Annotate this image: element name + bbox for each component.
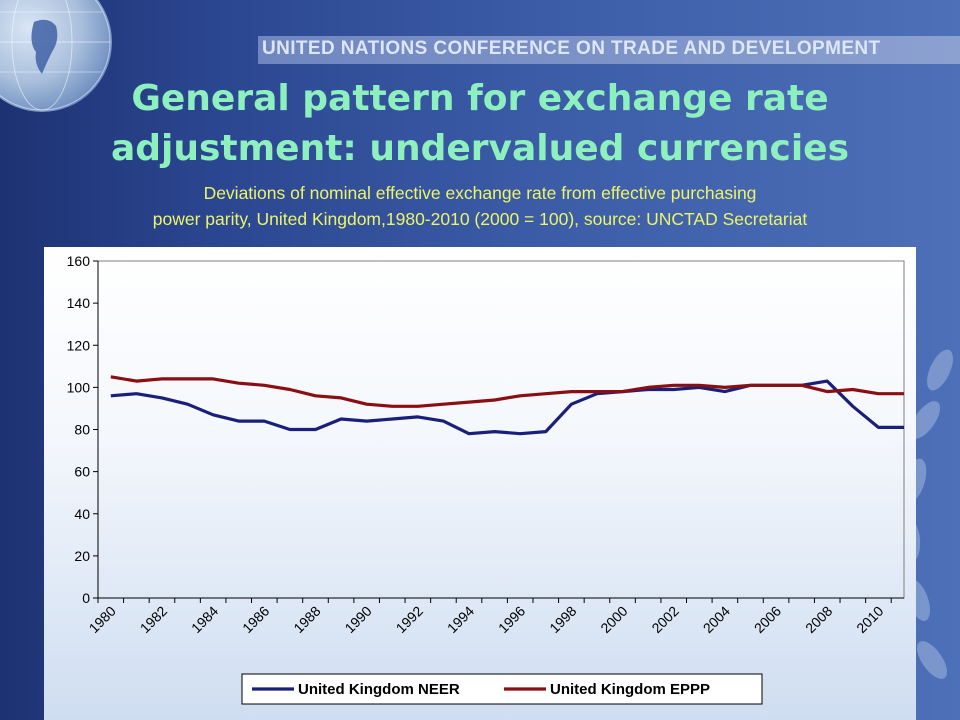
series-line-neer [110,379,904,436]
chart-legend: United Kingdom NEER United Kingdom EPPP [241,673,763,705]
x-tick-label: 2004 [700,603,733,636]
y-tick-label: 20 [74,548,90,564]
chart-axes: 0 20 40 60 80 100 120 140 160 1980 1982 1984 1986 198… [67,253,905,636]
org-banner-text: UNITED NATIONS CONFERENCE ON TRADE AND D… [262,38,881,59]
y-tick-label: 140 [67,295,91,311]
subtitle-line-1: Deviations of nominal effective exchange… [203,183,757,203]
slide-subtitle: Deviations of nominal effective exchange… [0,180,960,232]
x-tick-label: 2010 [853,603,886,636]
x-tick-label: 1990 [341,603,374,636]
y-tick-label: 120 [67,337,91,353]
x-tick-label: 1996 [495,603,528,636]
y-tick-label: 0 [82,590,90,606]
x-tick-label: 1994 [444,603,477,636]
series-line-eppp [110,375,904,408]
legend-box [241,673,763,705]
org-banner-strip [258,36,960,64]
x-tick-label: 1986 [239,603,272,636]
y-tick-label: 40 [74,506,90,522]
title-line-1: General pattern for exchange rate [131,78,829,119]
x-tick-label: 1984 [188,603,221,636]
y-tick-label: 160 [67,253,91,269]
legend-label-eppp: United Kingdom EPPP [550,681,710,698]
slide-title: General pattern for exchange rate adjust… [0,74,960,174]
y-tick-label: 100 [67,379,91,395]
chart-panel: 0 20 40 60 80 100 120 140 160 1980 1982 1984 1986 198… [44,247,916,720]
globe-logo [0,0,112,112]
y-tick-label: 60 [74,464,90,480]
x-tick-label: 2002 [648,603,681,636]
plot-area [97,260,905,599]
subtitle-line-2: power parity, United Kingdom,1980-2010 (… [152,209,808,229]
title-line-2: adjustment: undervalued currencies [110,128,850,169]
x-tick-label: 2000 [597,603,630,636]
x-tick-label: 1982 [137,603,170,636]
x-tick-label: 1998 [546,603,579,636]
x-tick-label: 1992 [393,603,426,636]
y-tick-label: 80 [74,422,90,438]
line-chart: 0 20 40 60 80 100 120 140 160 1980 1982 1984 1986 198… [67,253,905,705]
x-tick-label: 1988 [290,603,323,636]
x-tick-label: 2006 [751,603,784,636]
chart-lines [110,375,904,436]
x-tick-label: 2008 [802,603,835,636]
legend-label-neer: United Kingdom NEER [298,681,460,698]
x-tick-label: 1980 [86,603,119,636]
